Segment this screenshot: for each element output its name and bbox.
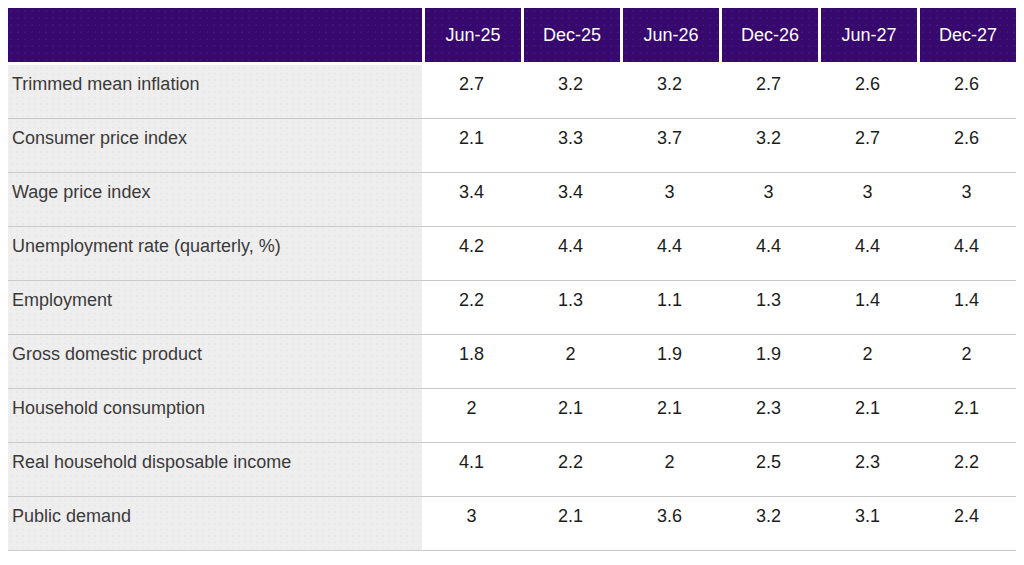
value-cell: 2.2	[521, 443, 620, 497]
value-cell: 2.6	[917, 119, 1016, 173]
row-label: Consumer price index	[8, 119, 422, 173]
value-cell: 2	[620, 443, 719, 497]
value-cell: 3.4	[422, 173, 521, 227]
value-cell: 2	[422, 389, 521, 443]
table-row: Consumer price index2.13.33.73.22.72.6	[8, 119, 1016, 173]
value-cell: 4.4	[620, 227, 719, 281]
table-header: Jun-25Dec-25Jun-26Dec-26Jun-27Dec-27	[8, 8, 1016, 65]
value-cell: 2.1	[521, 389, 620, 443]
value-cell: 2.1	[422, 119, 521, 173]
value-cell: 2.2	[917, 443, 1016, 497]
value-cell: 1.3	[521, 281, 620, 335]
row-label: Wage price index	[8, 173, 422, 227]
row-label: Unemployment rate (quarterly, %)	[8, 227, 422, 281]
value-cell: 3	[620, 173, 719, 227]
value-cell: 4.4	[818, 227, 917, 281]
value-cell: 4.1	[422, 443, 521, 497]
value-cell: 1.9	[620, 335, 719, 389]
value-cell: 2.1	[620, 389, 719, 443]
value-cell: 2.5	[719, 443, 818, 497]
value-cell: 3.7	[620, 119, 719, 173]
table-row: Gross domestic product1.821.91.922	[8, 335, 1016, 389]
value-cell: 1.3	[719, 281, 818, 335]
row-label: Trimmed mean inflation	[8, 65, 422, 119]
table-row: Real household disposable income4.12.222…	[8, 443, 1016, 497]
value-cell: 3	[422, 497, 521, 551]
table-row: Unemployment rate (quarterly, %)4.24.44.…	[8, 227, 1016, 281]
value-cell: 3.6	[620, 497, 719, 551]
column-header-jun-27: Jun-27	[818, 8, 917, 65]
column-header-jun-25: Jun-25	[422, 8, 521, 65]
forecast-table: Jun-25Dec-25Jun-26Dec-26Jun-27Dec-27 Tri…	[8, 8, 1016, 551]
value-cell: 2.1	[818, 389, 917, 443]
table-row: Trimmed mean inflation2.73.23.22.72.62.6	[8, 65, 1016, 119]
value-cell: 2	[521, 335, 620, 389]
value-cell: 2.7	[422, 65, 521, 119]
table-body: Trimmed mean inflation2.73.23.22.72.62.6…	[8, 65, 1016, 551]
value-cell: 4.4	[521, 227, 620, 281]
value-cell: 2.6	[818, 65, 917, 119]
value-cell: 2.3	[719, 389, 818, 443]
value-cell: 1.8	[422, 335, 521, 389]
value-cell: 4.4	[917, 227, 1016, 281]
value-cell: 1.1	[620, 281, 719, 335]
table-row: Household consumption22.12.12.32.12.1	[8, 389, 1016, 443]
value-cell: 2.4	[917, 497, 1016, 551]
value-cell: 2.3	[818, 443, 917, 497]
row-label: Real household disposable income	[8, 443, 422, 497]
value-cell: 2.1	[917, 389, 1016, 443]
value-cell: 3.2	[719, 119, 818, 173]
value-cell: 3	[917, 173, 1016, 227]
value-cell: 1.4	[917, 281, 1016, 335]
value-cell: 3.4	[521, 173, 620, 227]
table-row: Public demand32.13.63.23.12.4	[8, 497, 1016, 551]
column-header-dec-27: Dec-27	[917, 8, 1016, 65]
column-header-jun-26: Jun-26	[620, 8, 719, 65]
value-cell: 3.3	[521, 119, 620, 173]
row-label: Gross domestic product	[8, 335, 422, 389]
value-cell: 4.4	[719, 227, 818, 281]
column-header-dec-26: Dec-26	[719, 8, 818, 65]
row-label: Public demand	[8, 497, 422, 551]
value-cell: 3.2	[521, 65, 620, 119]
value-cell: 2.2	[422, 281, 521, 335]
value-cell: 2.1	[521, 497, 620, 551]
value-cell: 1.4	[818, 281, 917, 335]
value-cell: 3.1	[818, 497, 917, 551]
value-cell: 2.6	[917, 65, 1016, 119]
value-cell: 3	[719, 173, 818, 227]
value-cell: 3	[818, 173, 917, 227]
row-label: Employment	[8, 281, 422, 335]
table-row: Employment2.21.31.11.31.41.4	[8, 281, 1016, 335]
header-row: Jun-25Dec-25Jun-26Dec-26Jun-27Dec-27	[8, 8, 1016, 65]
table-row: Wage price index3.43.43333	[8, 173, 1016, 227]
value-cell: 2	[818, 335, 917, 389]
value-cell: 3.2	[620, 65, 719, 119]
row-label: Household consumption	[8, 389, 422, 443]
value-cell: 3.2	[719, 497, 818, 551]
value-cell: 2.7	[818, 119, 917, 173]
value-cell: 4.2	[422, 227, 521, 281]
value-cell: 2	[917, 335, 1016, 389]
value-cell: 2.7	[719, 65, 818, 119]
page: Jun-25Dec-25Jun-26Dec-26Jun-27Dec-27 Tri…	[0, 0, 1024, 565]
header-corner-cell	[8, 8, 422, 65]
value-cell: 1.9	[719, 335, 818, 389]
column-header-dec-25: Dec-25	[521, 8, 620, 65]
